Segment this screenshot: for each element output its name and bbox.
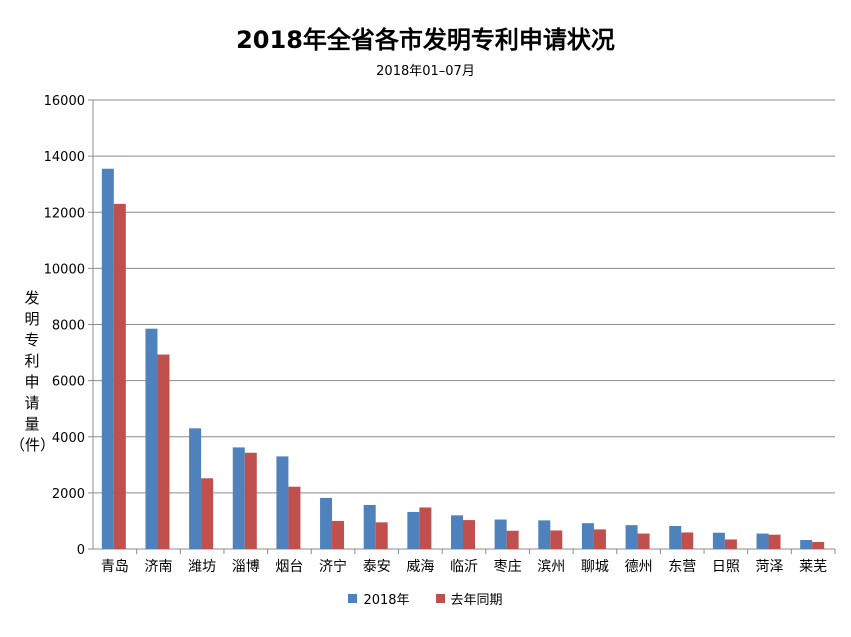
x-tick-label: 临沂 [450,559,478,575]
bar [593,529,606,549]
bar [494,519,507,549]
legend-label: 2018年 [363,593,410,608]
bar [681,532,694,549]
bar [724,539,737,549]
bar [145,328,158,549]
bar [101,168,114,550]
x-tick-label: 滨州 [537,559,565,575]
legend: 2018年 去年同期 [0,589,851,608]
x-tick-label: 济宁 [319,558,347,575]
x-tick-label: 潍坊 [188,559,216,575]
y-axis-label-char: 专 [24,331,40,349]
x-tick-label: 青岛 [101,559,129,575]
bar [244,452,257,549]
x-tick-label: 德州 [625,559,653,575]
legend-label: 去年同期 [450,593,503,608]
y-axis-label-char: 利 [24,352,40,370]
legend-item-last-year: 去年同期 [435,589,503,608]
y-tick-label: 6000 [52,375,85,390]
y-axis-label: 发 明 专 利 申 请 量 （件） [10,288,56,456]
bar [375,522,388,549]
legend-swatch [348,594,358,603]
bar [419,507,432,549]
y-tick-label: 8000 [52,319,85,334]
y-tick-label: 16000 [44,94,85,109]
x-tick-label: 东营 [668,559,696,575]
y-axis-label-char: 发 [24,289,40,307]
legend-item-2018: 2018年 [348,589,410,608]
bar [768,534,781,549]
x-tick-label: 淄博 [232,558,260,575]
bar [232,447,245,549]
bar [506,530,519,549]
bar [712,532,725,549]
x-tick-label: 济南 [144,559,172,575]
y-axis-label-char: 请 [24,394,40,412]
x-tick-label: 烟台 [275,559,303,575]
bar [625,525,638,549]
bar [800,540,813,549]
x-tick-label: 威海 [406,559,434,575]
chart-subtitle: 2018年01–07月 [376,64,475,79]
x-tick-label: 枣庄 [494,558,522,575]
bar [812,541,825,549]
y-tick-label: 10000 [44,262,85,277]
bar [113,203,126,550]
y-axis-label-char: 量 [24,415,40,433]
x-tick-label: 泰安 [363,559,391,575]
bar [407,511,420,549]
bar [669,525,682,549]
y-tick-label: 0 [77,543,85,558]
bar [581,523,594,549]
x-tick-label: 菏泽 [756,559,784,575]
x-tick-label: 聊城 [581,559,609,575]
bar [550,530,563,549]
y-axis-label-char: 申 [24,373,40,391]
bar [157,354,170,549]
bar [201,478,214,549]
y-tick-label: 2000 [52,487,85,502]
bar [189,428,202,549]
x-tick-label: 莱芜 [799,558,827,575]
chart-title: 2018年全省各市发明专利申请状况 [236,26,615,54]
y-tick-label: 14000 [44,150,85,165]
bar [276,456,289,549]
bar [756,533,769,549]
bar [320,497,333,549]
bar [451,515,463,549]
y-axis-label-char: 明 [24,310,40,328]
x-tick-label: 日照 [712,559,740,575]
y-axis-label-char: （件） [10,436,56,454]
bar [463,520,475,549]
bar [538,520,551,549]
bar [332,520,345,549]
legend-swatch [435,594,445,603]
bar [288,486,301,549]
bar [363,504,376,549]
bar [637,533,650,549]
y-tick-label: 4000 [52,431,85,446]
y-tick-label: 12000 [44,206,85,221]
